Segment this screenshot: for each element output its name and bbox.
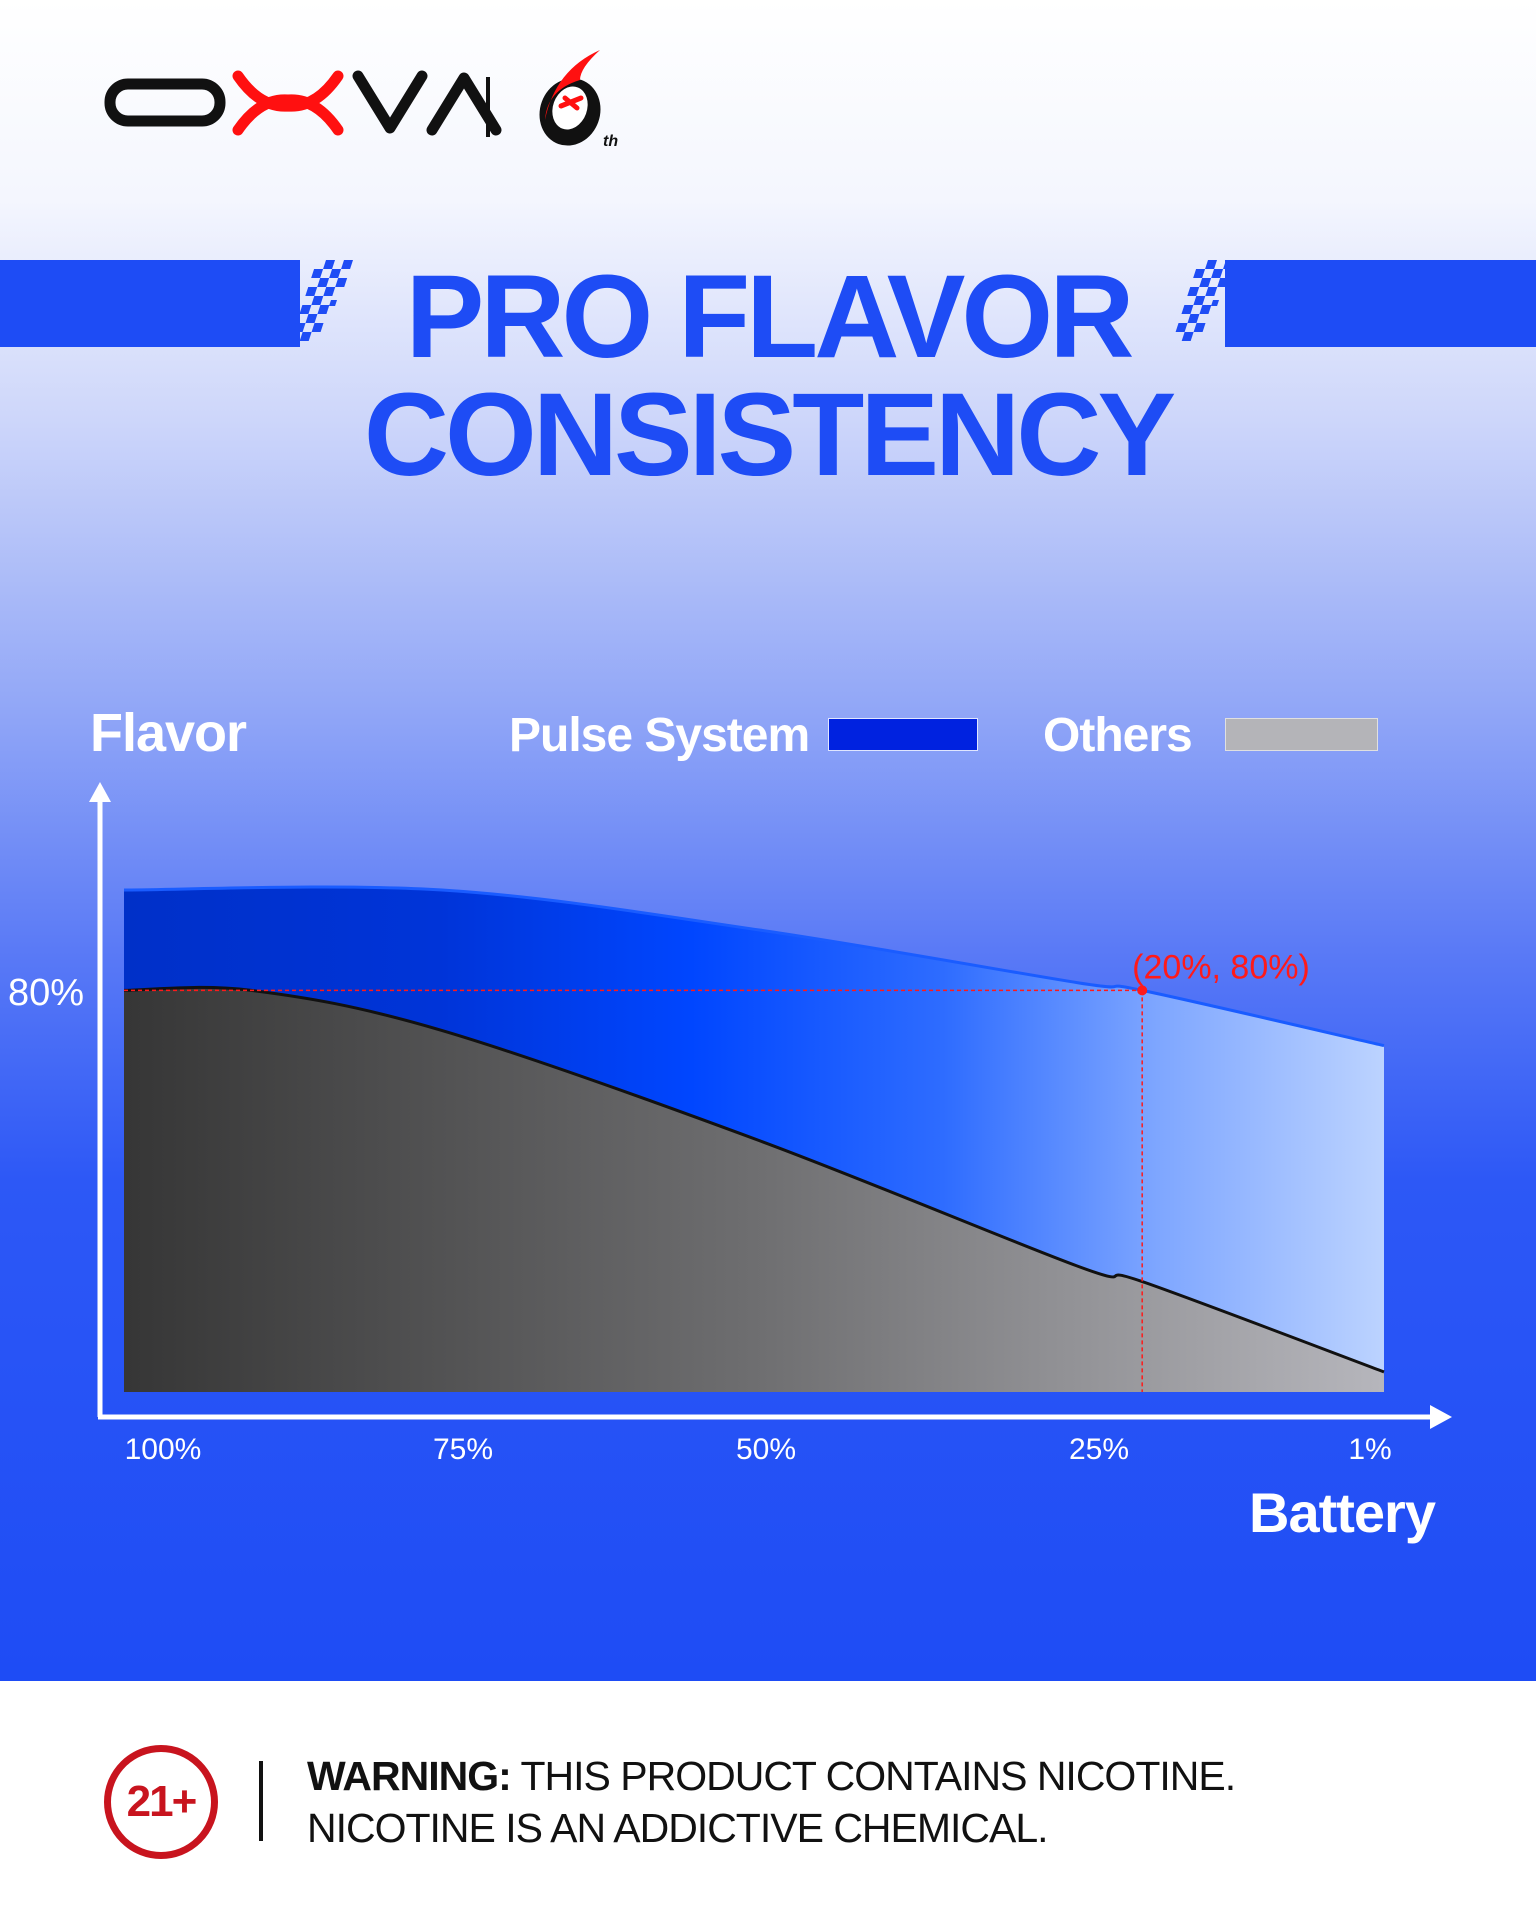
footer-warning: 21+ WARNING: THIS PRODUCT CONTAINS NICOT… [0,1681,1536,1920]
legend-label-others: Others [1043,709,1193,762]
page-title-line1: PRO FLAVOR [405,251,1135,383]
warning-line2: NICOTINE IS AN ADDICTIVE CHEMICAL. [307,1805,1049,1851]
checkered-flag-icon [293,260,353,341]
age-badge-21-plus: 21+ [104,1745,218,1859]
legend-swatch-pulse [828,718,978,751]
warning-line1: WARNING: THIS PRODUCT CONTAINS NICOTINE. [307,1753,1236,1800]
y-axis-arrow [89,782,111,802]
y-axis-label: Flavor [90,703,247,763]
x-axis-arrow [1430,1405,1452,1429]
oxva-logo [104,70,502,137]
title-band-right [1225,260,1536,347]
area-others [124,987,1384,1392]
x-tick-label: 100% [125,1433,202,1466]
legend-swatch-others [1225,718,1378,751]
warning-label: WARNING: [307,1753,512,1799]
x-tick-label: 75% [433,1433,493,1466]
page-title-line2: CONSISTENCY [363,369,1176,501]
age-badge-text: 21+ [126,1777,198,1826]
svg-text:th: th [603,133,618,150]
x-tick-label: 1% [1348,1433,1391,1466]
line-others [123,985,1385,1374]
title-band-left [0,260,300,347]
flavor-battery-chart: (20%, 80%) 100% 75% 50% 25% 1% [89,782,1452,1466]
annotation-point [1137,985,1148,996]
y-tick-80: 80% [8,972,85,1014]
x-tick-label: 50% [736,1433,796,1466]
legend-label-pulse: Pulse System [509,709,810,762]
annotation-label: (20%, 80%) [1132,948,1310,986]
warning-text1: THIS PRODUCT CONTAINS NICOTINE. [520,1753,1236,1799]
x-tick-label: 25% [1069,1433,1129,1466]
x-axis-label: Battery [1249,1481,1436,1544]
line-pulse-system [123,885,1385,1048]
checkered-flag-icon [1175,260,1235,341]
anniversary-6th-logo: th [539,50,618,150]
divider [259,1761,263,1841]
